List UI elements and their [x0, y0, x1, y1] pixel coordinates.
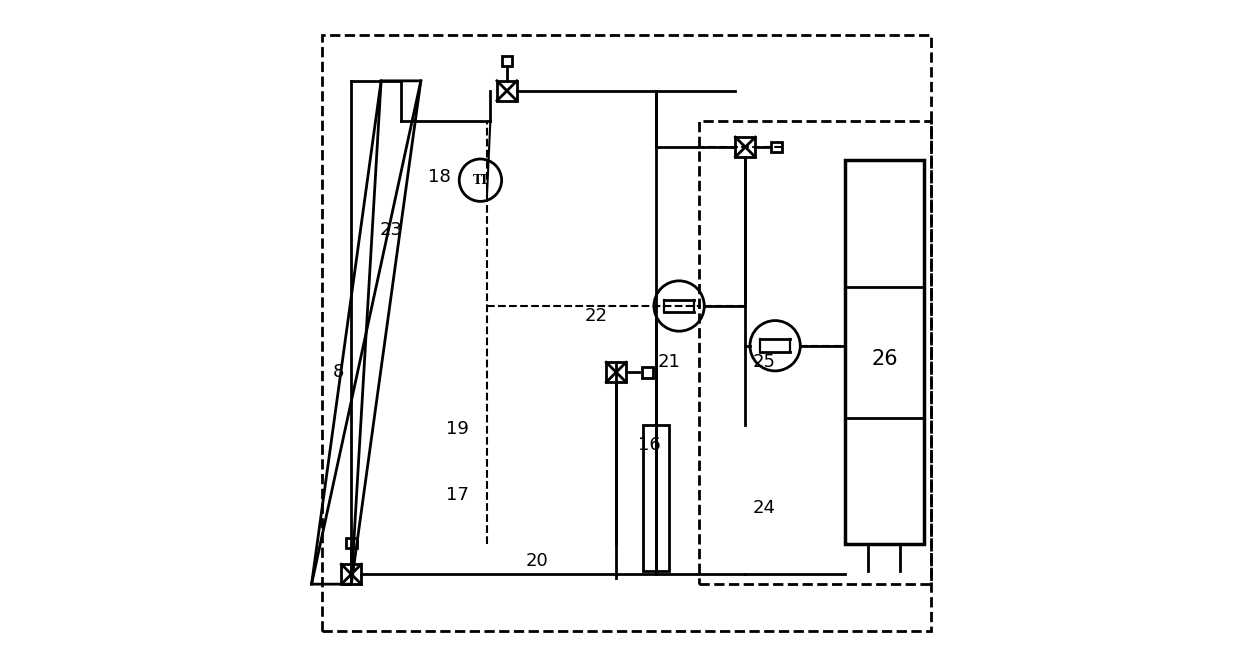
- Text: 23: 23: [379, 221, 403, 239]
- Text: 22: 22: [585, 307, 608, 325]
- Bar: [845, 160, 924, 545]
- Text: 26: 26: [871, 349, 898, 369]
- Text: 8: 8: [332, 363, 343, 381]
- Text: 19: 19: [446, 420, 468, 438]
- Bar: [643, 425, 669, 571]
- Text: 21: 21: [658, 353, 680, 371]
- Text: 16: 16: [638, 436, 660, 454]
- Text: 25: 25: [752, 353, 776, 371]
- Text: 24: 24: [752, 499, 776, 517]
- Text: 17: 17: [446, 485, 468, 504]
- Text: TI: TI: [473, 174, 488, 187]
- Text: 18: 18: [427, 168, 451, 186]
- Text: 20: 20: [525, 552, 548, 570]
